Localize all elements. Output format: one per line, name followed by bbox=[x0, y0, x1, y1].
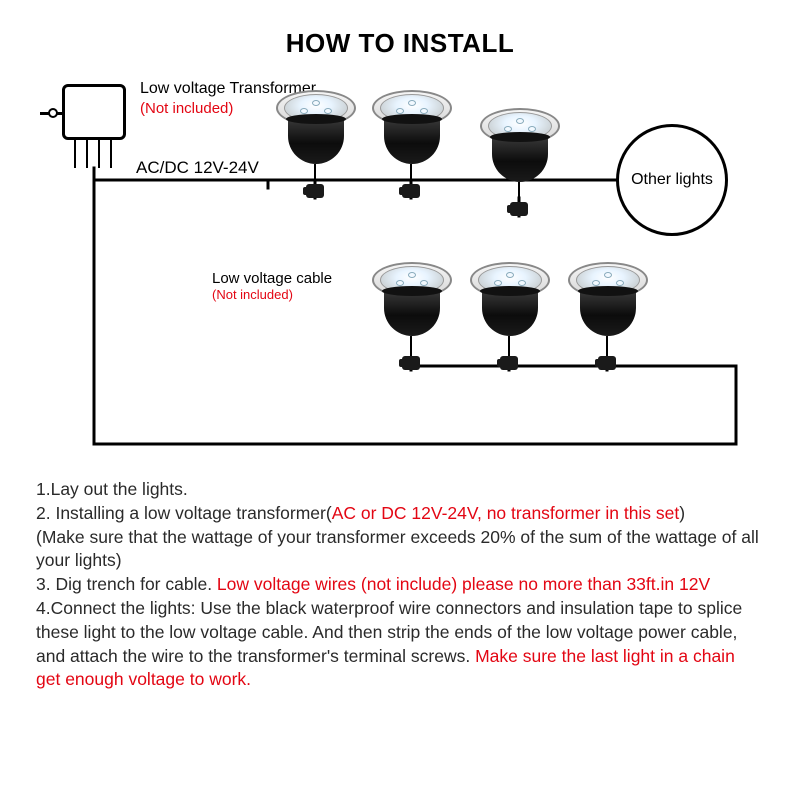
light-fixture-row1-1 bbox=[372, 90, 452, 200]
instructions-block: 1.Lay out the lights. 2. Installing a lo… bbox=[36, 478, 760, 692]
wiring-diagram: Low voltage Transformer (Not included) A… bbox=[40, 76, 760, 456]
step-3-pre: 3. Dig trench for cable. bbox=[36, 574, 217, 594]
step-2-warning: AC or DC 12V-24V, no transformer in this… bbox=[332, 503, 680, 523]
light-fixture-row1-0 bbox=[276, 90, 356, 200]
other-lights-node: Other lights bbox=[616, 124, 728, 236]
step-4: 4.Connect the lights: Use the black wate… bbox=[36, 597, 760, 692]
other-lights-label: Other lights bbox=[631, 171, 713, 189]
step-2-sub: (Make sure that the wattage of your tran… bbox=[36, 526, 760, 574]
light-fixture-row2-0 bbox=[372, 262, 452, 372]
light-fixture-row1-2 bbox=[480, 108, 560, 218]
step-1: 1.Lay out the lights. bbox=[36, 478, 760, 502]
step-2-pre: 2. Installing a low voltage transformer( bbox=[36, 503, 332, 523]
step-2: 2. Installing a low voltage transformer(… bbox=[36, 502, 760, 526]
step-3-warning: Low voltage wires (not include) please n… bbox=[217, 574, 710, 594]
step-2-post: ) bbox=[679, 503, 685, 523]
light-fixture-row2-1 bbox=[470, 262, 550, 372]
light-fixture-row2-2 bbox=[568, 262, 648, 372]
page-title: HOW TO INSTALL bbox=[0, 28, 800, 59]
step-3: 3. Dig trench for cable. Low voltage wir… bbox=[36, 573, 760, 597]
